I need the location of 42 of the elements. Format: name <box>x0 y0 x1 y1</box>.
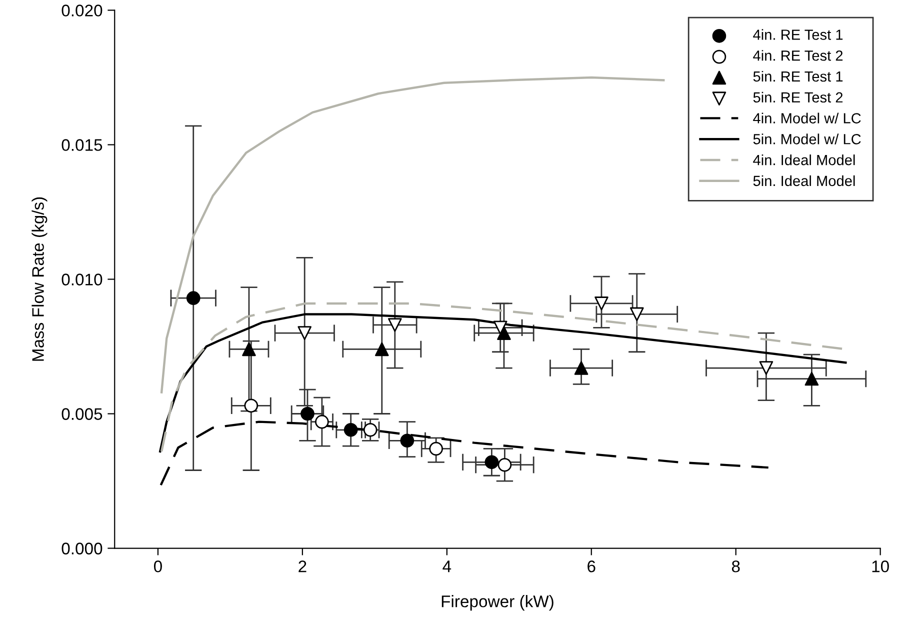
point <box>298 326 312 340</box>
point <box>242 342 256 356</box>
point <box>300 406 314 421</box>
point <box>374 342 389 356</box>
legend-label: 5in. RE Test 1 <box>753 70 843 82</box>
x-tick-label: 2 <box>298 560 306 572</box>
point <box>498 458 512 472</box>
point <box>244 398 258 413</box>
point <box>429 442 443 456</box>
legend-label: 4in. RE Test 1 <box>753 29 843 40</box>
point <box>497 326 511 340</box>
point <box>759 361 774 375</box>
x-tick-label: 6 <box>588 560 596 572</box>
legend-label: 5in. RE Test 2 <box>753 92 843 103</box>
legend-label: 4in. Model w/ LC <box>753 112 861 124</box>
y-tick-label: 0.020 <box>62 4 102 16</box>
point <box>344 422 358 437</box>
x-tick-label: 4 <box>442 560 452 572</box>
x-tick-label: 0 <box>154 560 162 572</box>
point <box>594 296 608 310</box>
point <box>484 455 499 470</box>
x-axis-title: Firepower (kW) <box>442 595 554 611</box>
point <box>574 361 588 375</box>
legend-label: 5in. Ideal Model <box>753 175 855 186</box>
y-tick-label: 0.010 <box>62 274 102 286</box>
legend-label: 4in. Ideal Model <box>753 154 855 166</box>
y-tick-label: 0.000 <box>62 542 102 554</box>
x-tick-label: 8 <box>732 560 740 572</box>
point <box>400 434 414 448</box>
point <box>315 414 329 429</box>
point <box>493 320 508 335</box>
point <box>630 307 644 322</box>
x-tick-label: 10 <box>872 560 889 572</box>
point <box>804 372 819 386</box>
line-series <box>160 76 665 394</box>
legend-label: 4in. RE Test 2 <box>753 50 843 61</box>
y-tick-label: 0.005 <box>62 408 102 420</box>
point <box>388 318 402 332</box>
point <box>186 291 200 305</box>
y-axis-title: Mass Flow Rate (kg/s) <box>32 197 48 361</box>
legend-label: 5in. Model w/ LC <box>753 134 861 144</box>
y-tick-label: 0.015 <box>62 139 102 151</box>
